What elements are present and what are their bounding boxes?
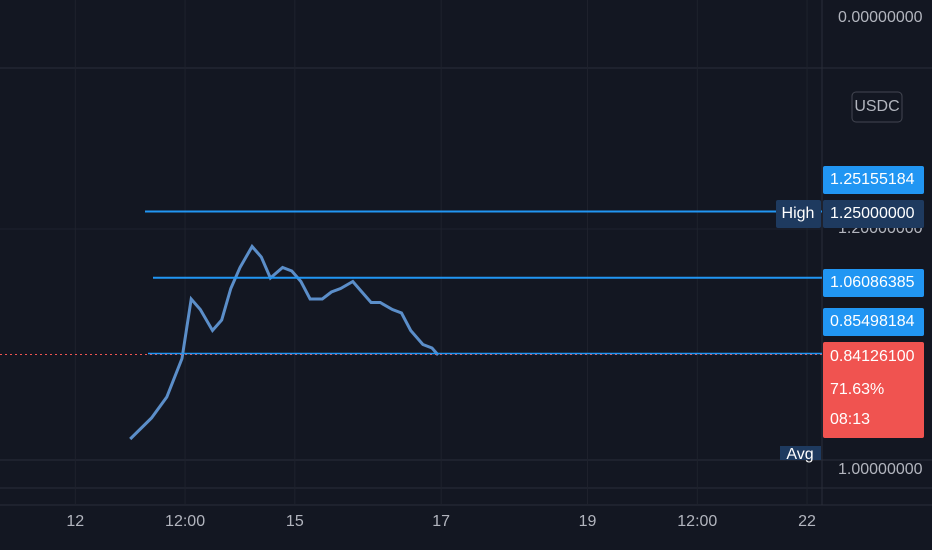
avg-badge bbox=[780, 446, 821, 460]
top-pane-label: 0.00000000 bbox=[838, 9, 923, 26]
bottom-pane-label: 1.00000000 bbox=[838, 461, 923, 478]
last-price-label: 0.84126100 bbox=[830, 348, 915, 365]
high-badge bbox=[776, 200, 821, 228]
price-line bbox=[129, 243, 440, 441]
currency-badge[interactable] bbox=[851, 91, 903, 123]
price-label: 1.25000000 bbox=[830, 205, 915, 222]
price-label-box bbox=[823, 166, 924, 194]
x-tick-label: 22 bbox=[798, 513, 816, 530]
price-label: 1.06086385 bbox=[830, 274, 915, 291]
x-tick-label: 15 bbox=[286, 513, 304, 530]
x-tick-label: 12:00 bbox=[677, 513, 717, 530]
currency-label: USDC bbox=[854, 98, 899, 115]
avg-label: Avg bbox=[786, 446, 813, 463]
x-tick-label: 12 bbox=[66, 513, 84, 530]
last-price-box bbox=[823, 342, 924, 438]
price-label: 1.25155184 bbox=[830, 171, 915, 188]
countdown-label: 08:13 bbox=[830, 411, 870, 428]
x-tick-label: 19 bbox=[579, 513, 597, 530]
x-tick-label: 12:00 bbox=[165, 513, 205, 530]
price-label-box bbox=[823, 308, 924, 336]
change-label: 71.63% bbox=[830, 381, 884, 398]
x-tick-label: 17 bbox=[432, 513, 450, 530]
price-label: 0.85498184 bbox=[830, 313, 915, 330]
high-label: High bbox=[782, 205, 815, 222]
price-label-box bbox=[823, 200, 924, 228]
price-label-box bbox=[823, 269, 924, 297]
